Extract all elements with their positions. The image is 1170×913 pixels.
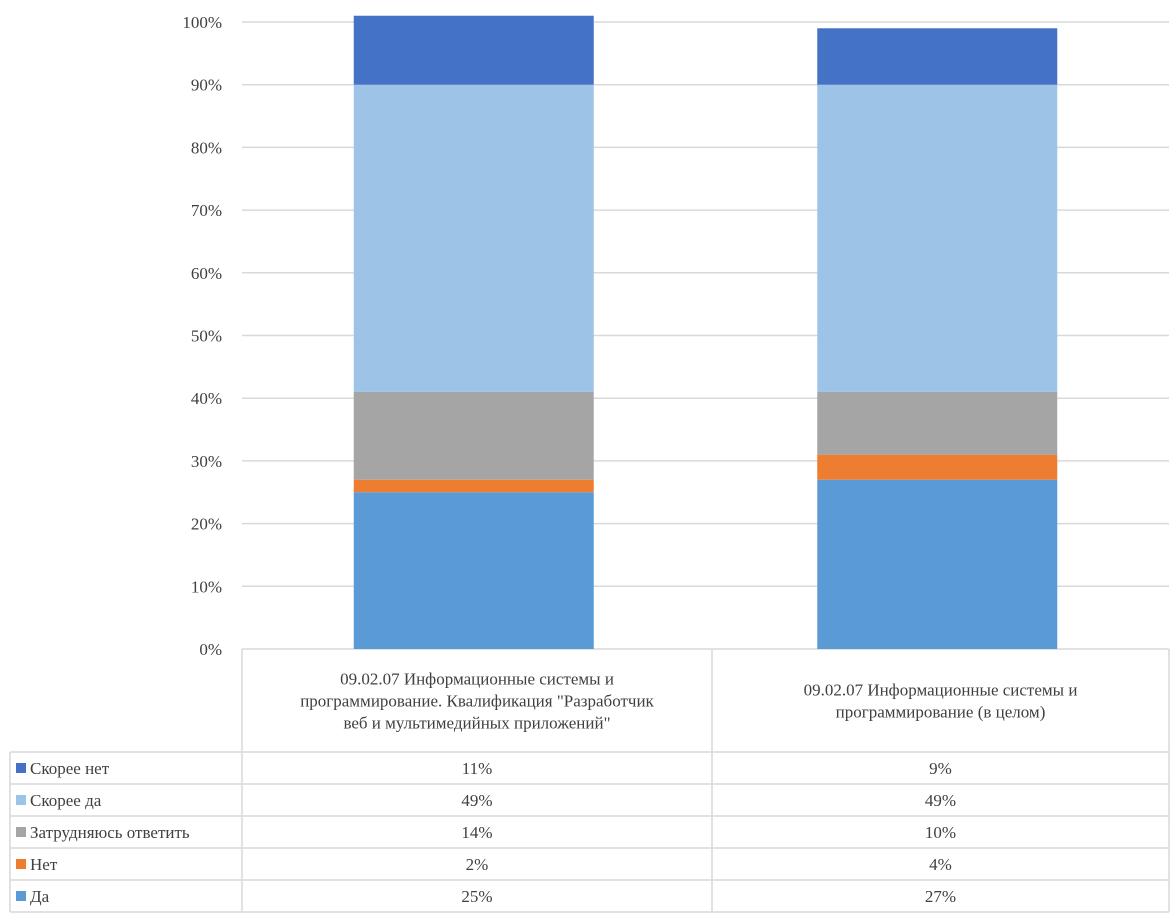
category-label: 09.02.07 Информационные системы и програм… (804, 681, 1078, 722)
bar-segment (353, 479, 594, 493)
y-axis: 0% 10% 20% 30% 40% 50% 60% 70% 80% 90% 100% (182, 13, 222, 659)
y-tick-label: 10% (191, 577, 222, 596)
data-table: 09.02.07 Информационные системы и програм… (9, 649, 1170, 913)
table-value: 4% (929, 855, 952, 874)
bar-segment (817, 391, 1058, 455)
legend-key (16, 859, 26, 869)
bar-segment (353, 84, 594, 392)
legend-label: Нет (30, 855, 58, 874)
table-value: 49% (925, 791, 956, 810)
bar-segment (353, 15, 594, 85)
bar-segments (353, 15, 1058, 649)
table-value: 11% (462, 759, 493, 778)
table-value: 10% (925, 823, 956, 842)
bar-segment (817, 479, 1058, 649)
legend-label: Скорее да (30, 791, 102, 810)
y-tick-label: 30% (191, 452, 222, 471)
legend-label: Да (30, 887, 50, 906)
table-value: 49% (461, 791, 492, 810)
table-value: 14% (461, 823, 492, 842)
y-tick-label: 70% (191, 201, 222, 220)
y-tick-label: 90% (191, 76, 222, 95)
y-tick-label: 100% (182, 13, 222, 32)
legend-key (16, 795, 26, 805)
table-value: 27% (925, 887, 956, 906)
y-tick-label: 40% (191, 389, 222, 408)
bar-segment (817, 454, 1058, 480)
table-value: 9% (929, 759, 952, 778)
y-tick-label: 80% (191, 138, 222, 157)
category-label: 09.02.07 Информационные системы и програм… (300, 670, 654, 733)
table-value: 25% (461, 887, 492, 906)
y-tick-label: 0% (199, 640, 222, 659)
bar-segment (817, 84, 1058, 392)
bar-segment (353, 492, 594, 649)
y-tick-label: 60% (191, 264, 222, 283)
y-tick-label: 20% (191, 515, 222, 534)
y-tick-label: 50% (191, 327, 222, 346)
table-value: 2% (466, 855, 489, 874)
legend-key (16, 763, 26, 773)
bar-segment (817, 28, 1058, 85)
legend-label: Затрудняюсь ответить (30, 823, 190, 842)
legend-key (16, 891, 26, 901)
legend-label: Скорее нет (30, 759, 110, 778)
bar-segment (353, 391, 594, 480)
legend-key (16, 827, 26, 837)
